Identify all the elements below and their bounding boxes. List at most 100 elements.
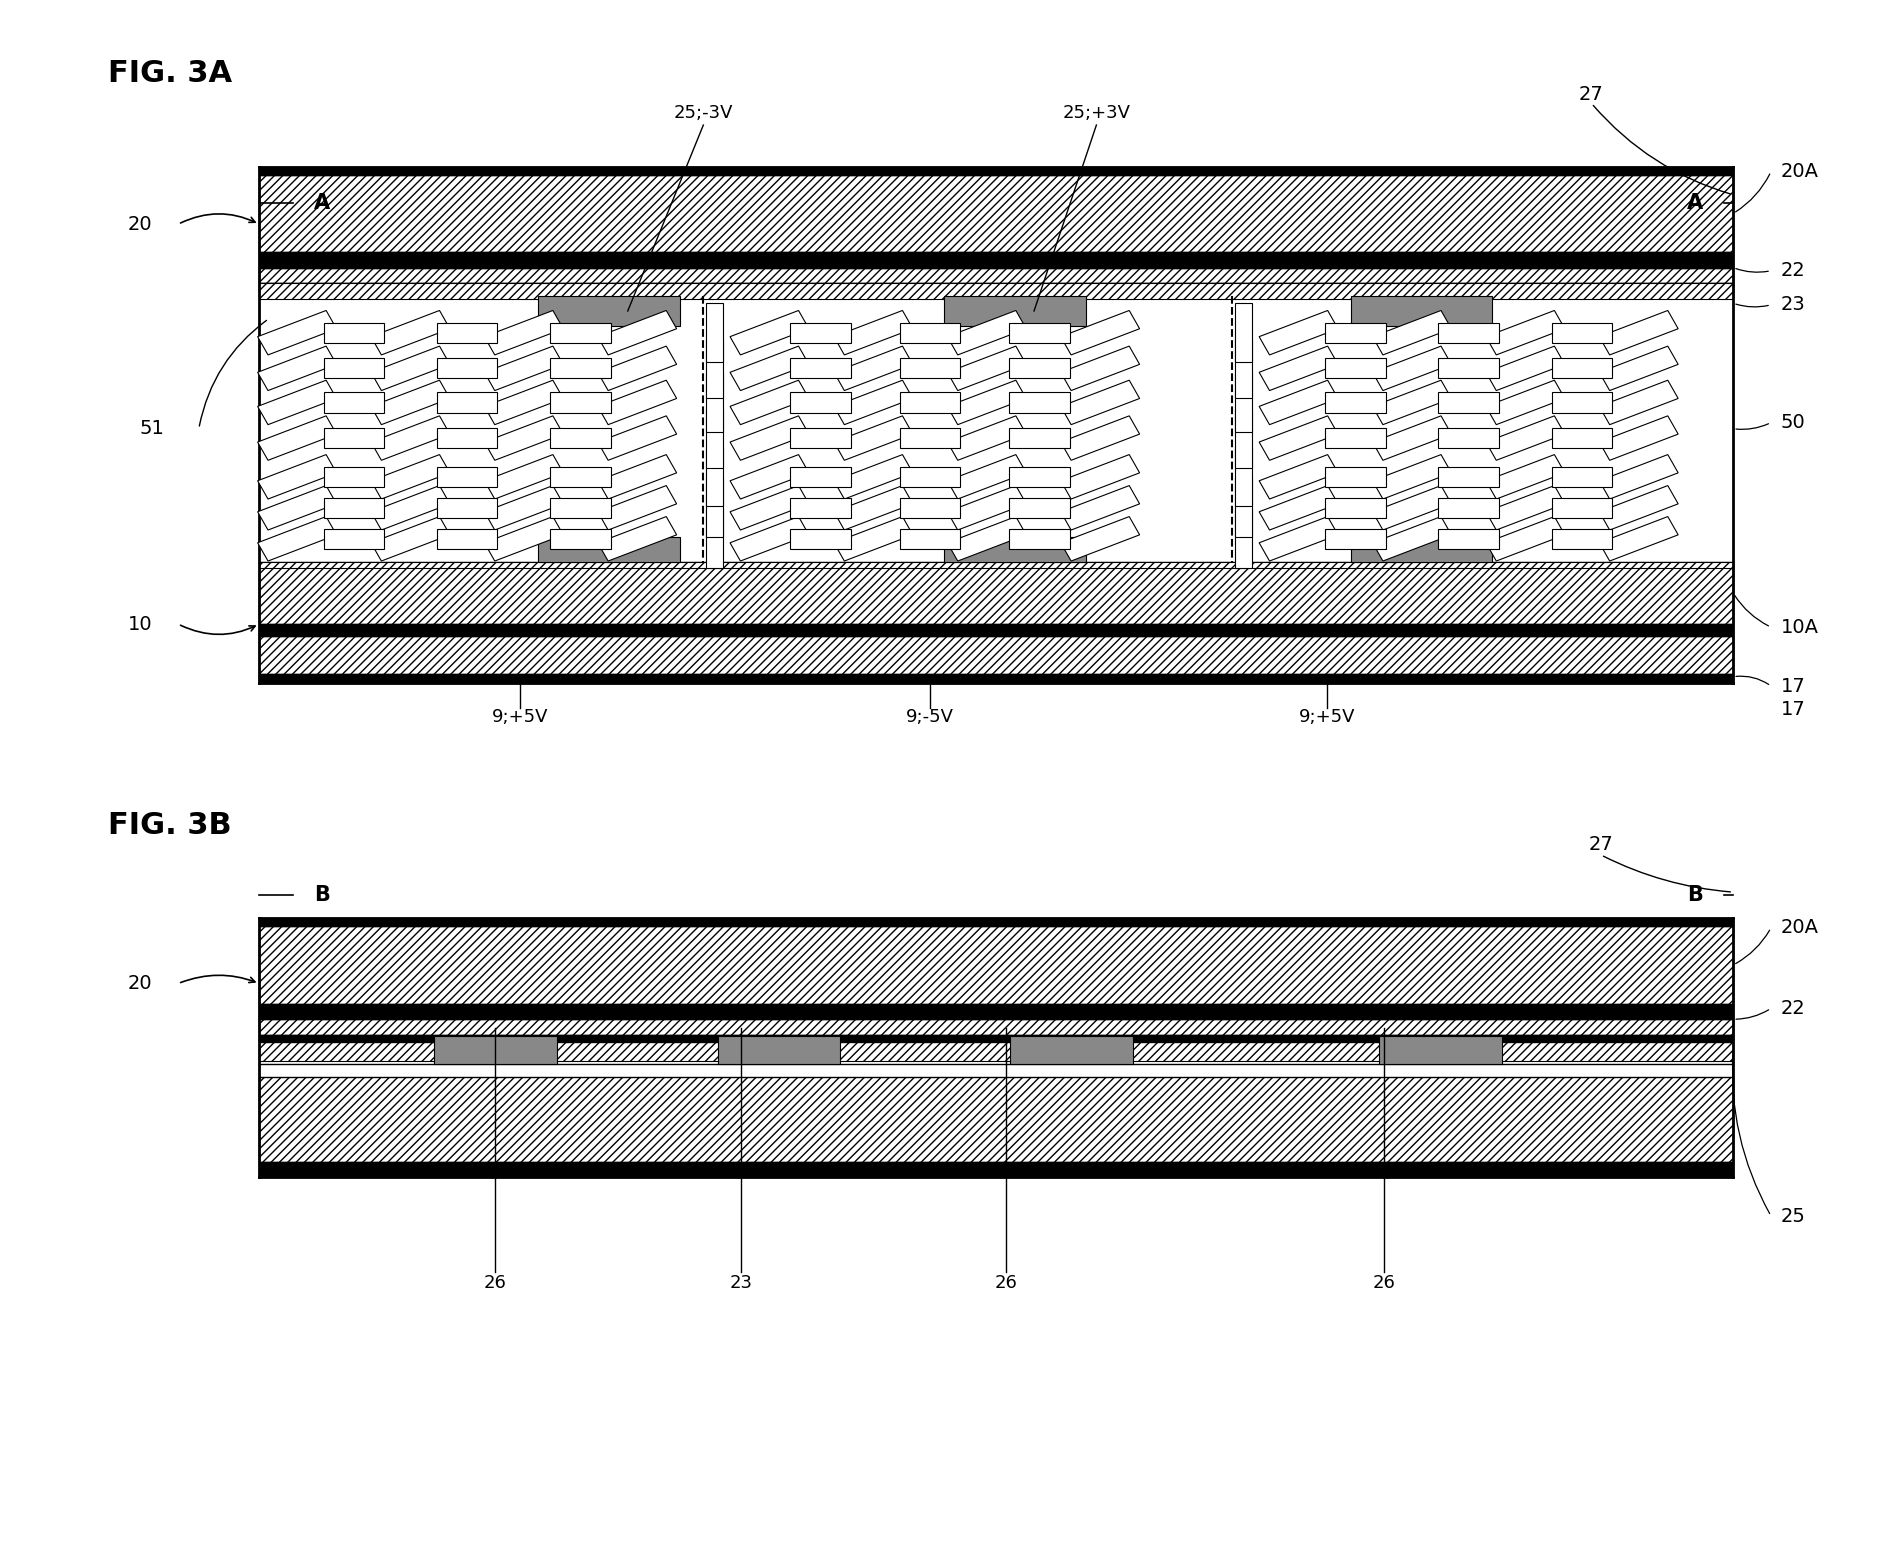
Text: 17: 17 — [1780, 676, 1805, 695]
Bar — [706, 509, 723, 569]
Bar — [1236, 447, 1253, 506]
Bar — [1236, 408, 1253, 467]
Text: 20A: 20A — [1780, 918, 1818, 938]
Bar — [945, 538, 1086, 562]
Bar — [437, 528, 497, 548]
Bar — [260, 673, 1733, 682]
Text: 23: 23 — [1780, 296, 1805, 315]
Bar — [260, 167, 1733, 174]
Polygon shape — [598, 416, 678, 460]
Bar — [1325, 497, 1386, 517]
Polygon shape — [598, 380, 678, 425]
Text: 51: 51 — [139, 419, 163, 438]
Text: 20: 20 — [127, 215, 152, 234]
Bar — [1010, 323, 1070, 343]
Text: 26: 26 — [1372, 1273, 1395, 1292]
Bar — [1325, 393, 1386, 413]
Bar — [550, 428, 611, 449]
Bar — [550, 528, 611, 548]
Polygon shape — [1600, 346, 1678, 391]
Polygon shape — [947, 346, 1027, 391]
Polygon shape — [258, 486, 336, 530]
Bar — [1236, 372, 1253, 432]
Bar — [1439, 358, 1499, 379]
Polygon shape — [833, 416, 913, 460]
Bar — [260, 562, 1733, 569]
Polygon shape — [1258, 310, 1338, 355]
Bar — [1553, 528, 1611, 548]
Polygon shape — [833, 486, 913, 530]
Bar — [1439, 528, 1499, 548]
Polygon shape — [947, 380, 1027, 425]
Bar — [1010, 428, 1070, 449]
Bar — [323, 323, 383, 343]
Bar — [1351, 538, 1492, 562]
Bar — [1010, 358, 1070, 379]
Bar — [437, 497, 497, 517]
Bar — [260, 1035, 1733, 1042]
Polygon shape — [1600, 486, 1678, 530]
Polygon shape — [947, 455, 1027, 499]
Polygon shape — [1486, 380, 1564, 425]
Bar — [1325, 323, 1386, 343]
Bar — [790, 393, 850, 413]
Polygon shape — [833, 455, 913, 499]
Text: 9;+5V: 9;+5V — [1298, 707, 1355, 726]
Polygon shape — [1372, 380, 1452, 425]
Bar — [790, 497, 850, 517]
Polygon shape — [731, 380, 809, 425]
Polygon shape — [1258, 517, 1338, 561]
Polygon shape — [484, 380, 564, 425]
Bar — [1553, 358, 1611, 379]
Polygon shape — [1258, 346, 1338, 391]
Bar — [706, 408, 723, 467]
Text: 25;-3V: 25;-3V — [674, 104, 733, 122]
Bar — [1553, 428, 1611, 449]
Bar — [537, 538, 679, 562]
Bar — [260, 296, 1733, 562]
Bar — [717, 1036, 841, 1064]
Bar — [790, 323, 850, 343]
Text: 9;-5V: 9;-5V — [905, 707, 955, 726]
Bar — [260, 562, 1733, 625]
Polygon shape — [1372, 310, 1452, 355]
Bar — [1010, 467, 1070, 488]
Bar — [706, 340, 723, 397]
Bar — [1010, 393, 1070, 413]
Bar — [1439, 428, 1499, 449]
Text: B: B — [313, 885, 330, 905]
Bar — [260, 284, 1733, 299]
Bar — [260, 1162, 1733, 1178]
Bar — [260, 268, 1733, 284]
Polygon shape — [598, 346, 678, 391]
Text: 9;+5V: 9;+5V — [492, 707, 549, 726]
Bar — [1236, 340, 1253, 397]
Bar — [260, 1035, 1733, 1061]
Bar — [900, 358, 960, 379]
Bar — [706, 478, 723, 538]
Text: 22: 22 — [1780, 999, 1805, 1017]
Bar — [1439, 393, 1499, 413]
Bar — [1236, 509, 1253, 569]
Polygon shape — [1600, 416, 1678, 460]
Bar — [260, 1077, 1733, 1162]
Bar — [790, 358, 850, 379]
Bar — [1553, 323, 1611, 343]
Bar — [900, 467, 960, 488]
Bar — [790, 528, 850, 548]
Polygon shape — [947, 416, 1027, 460]
Bar — [1010, 497, 1070, 517]
Polygon shape — [598, 455, 678, 499]
Bar — [323, 497, 383, 517]
Bar — [790, 428, 850, 449]
Polygon shape — [731, 310, 809, 355]
Bar — [260, 636, 1733, 673]
Polygon shape — [258, 455, 336, 499]
Bar — [1553, 393, 1611, 413]
Polygon shape — [1600, 310, 1678, 355]
Text: 25: 25 — [1780, 1206, 1805, 1226]
Bar — [260, 1003, 1733, 1019]
Bar — [706, 304, 723, 361]
Bar — [706, 372, 723, 432]
Bar — [260, 925, 1733, 1003]
